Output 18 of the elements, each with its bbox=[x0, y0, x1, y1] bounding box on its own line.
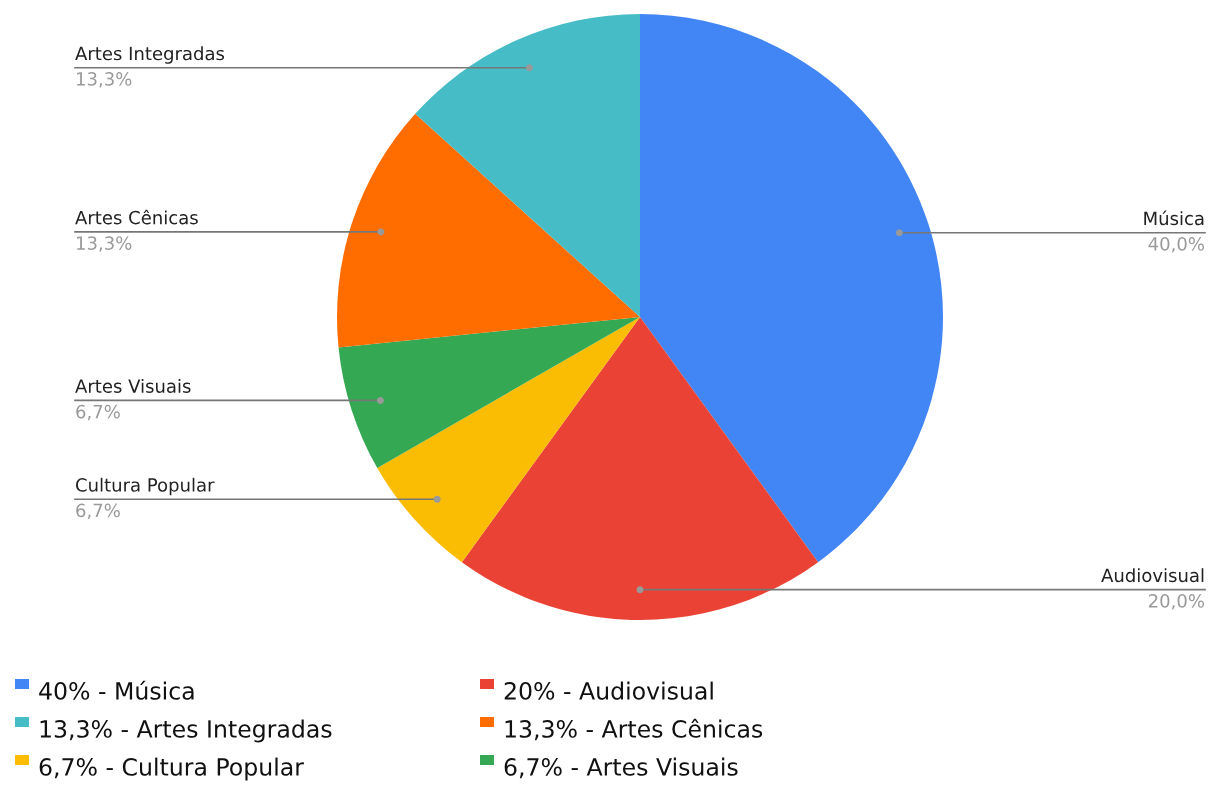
text: 6,7% - Cultura Popular bbox=[39, 757, 304, 781]
text: 6,7% - Artes Visuais bbox=[504, 757, 738, 779]
data-label: 6,7% bbox=[76, 404, 120, 421]
slice-label: Artes Cênicas bbox=[75, 209, 198, 225]
slice-label: Cultura Popular bbox=[76, 477, 215, 496]
slice-label: Audiovisual bbox=[1101, 568, 1204, 583]
slice-label: Artes Integradas bbox=[75, 46, 225, 64]
data-label: 6,7% bbox=[76, 503, 120, 520]
slice-label: Música bbox=[1144, 210, 1204, 226]
slice-label: Artes Visuais bbox=[75, 378, 191, 393]
text: 40% - Música bbox=[39, 680, 194, 700]
text: 20% - Audiovisual bbox=[504, 681, 713, 700]
data-label: 40,0% bbox=[1148, 237, 1204, 253]
data-label: 13,3% bbox=[76, 72, 132, 88]
text: 13,3% - Artes Cênicas bbox=[505, 718, 763, 741]
data-label: 20,0% bbox=[1148, 594, 1204, 610]
text: 13,3% - Artes Integradas bbox=[40, 719, 332, 743]
data-label: 13,3% bbox=[76, 236, 132, 252]
